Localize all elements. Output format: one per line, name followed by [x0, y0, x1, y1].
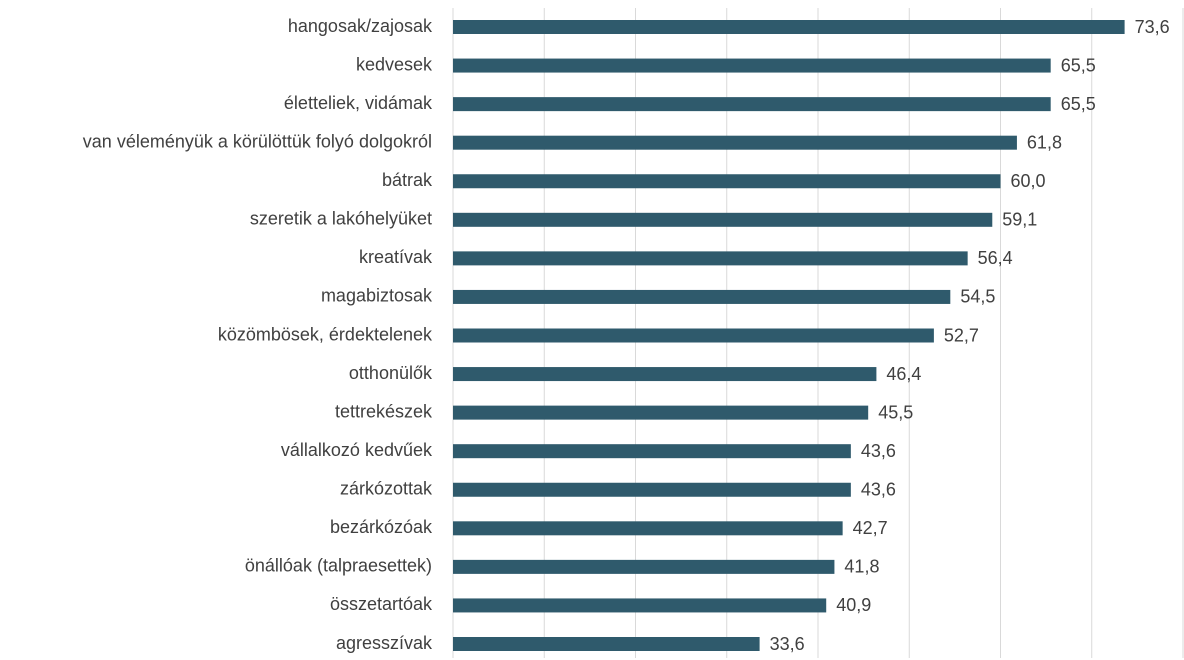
category-label: tettrekészek [335, 401, 433, 421]
category-label: összetartóak [330, 594, 433, 614]
value-label: 52,7 [944, 325, 979, 345]
category-label: agresszívak [336, 633, 433, 653]
bar [453, 212, 993, 227]
category-label: bezárkózóak [330, 517, 433, 537]
category-label: közömbösek, érdektelenek [218, 324, 433, 344]
bar [453, 97, 1051, 112]
value-label: 59,1 [1002, 210, 1037, 230]
value-label: 46,4 [886, 364, 921, 384]
category-label: zárkózottak [340, 479, 433, 499]
bar [453, 289, 951, 304]
bar [453, 444, 851, 459]
category-label: kedvesek [356, 54, 433, 74]
bar [453, 135, 1017, 150]
bar [453, 328, 934, 343]
value-label: 56,4 [978, 248, 1013, 268]
bar [453, 559, 835, 574]
category-label: van véleményük a körülöttük folyó dolgok… [83, 131, 432, 151]
value-label: 40,9 [836, 595, 871, 615]
value-label: 43,6 [861, 480, 896, 500]
value-label: 65,5 [1061, 55, 1096, 75]
value-label: 43,6 [861, 441, 896, 461]
bar [453, 637, 760, 651]
value-label: 61,8 [1027, 132, 1062, 152]
bar [453, 20, 1125, 34]
category-label: bátrak [382, 170, 433, 190]
bar [453, 174, 1001, 189]
bar [453, 482, 851, 497]
category-label: életteliek, vidámak [284, 93, 433, 113]
value-label: 33,6 [770, 634, 805, 654]
value-label: 41,8 [844, 557, 879, 577]
bar [453, 367, 877, 382]
category-label: kreatívak [359, 247, 433, 267]
value-label: 42,7 [853, 518, 888, 538]
value-label: 60,0 [1011, 171, 1046, 191]
bar [453, 251, 968, 266]
category-label: magabiztosak [321, 286, 433, 306]
value-label: 54,5 [960, 287, 995, 307]
value-label: 45,5 [878, 402, 913, 422]
value-label: 65,5 [1061, 94, 1096, 114]
bar [453, 405, 869, 420]
value-label: 73,6 [1135, 17, 1170, 37]
category-label: vállalkozó kedvűek [281, 440, 433, 460]
category-label: önállóak (talpraesettek) [245, 556, 432, 576]
category-label: hangosak/zajosak [288, 16, 433, 36]
category-label: szeretik a lakóhelyüket [250, 209, 432, 229]
bar [453, 58, 1051, 73]
category-label: otthonülők [349, 363, 433, 383]
bar [453, 598, 827, 613]
bar [453, 521, 843, 536]
